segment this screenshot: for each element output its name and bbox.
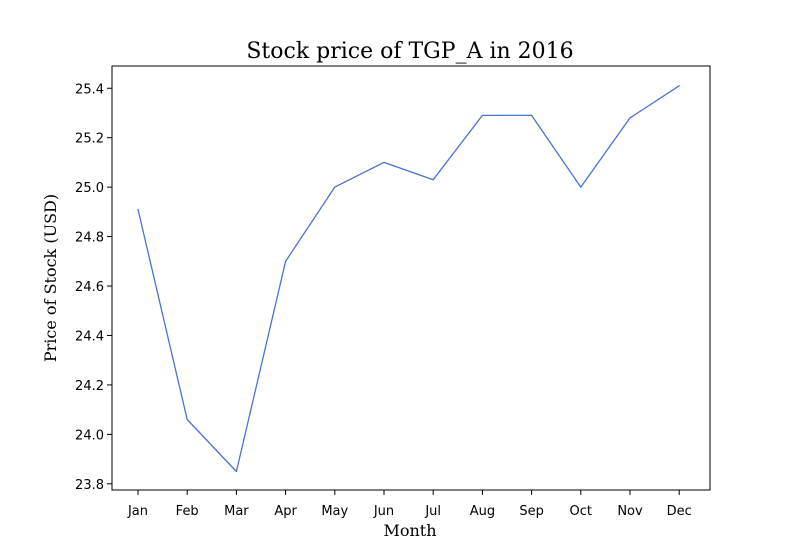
y-tick-label: 25.0 bbox=[75, 181, 104, 196]
y-tick-label: 24.8 bbox=[75, 231, 104, 246]
x-tick-label: May bbox=[321, 504, 348, 519]
data-point bbox=[678, 85, 680, 87]
x-tick-label: Jul bbox=[424, 504, 441, 519]
y-tick-label: 23.8 bbox=[75, 478, 104, 493]
data-point bbox=[481, 114, 483, 117]
x-tick-label: Jun bbox=[373, 504, 394, 519]
data-point bbox=[531, 114, 533, 117]
x-axis: Jan Feb Mar Apr May Jun Jul Aug Sep Oct Nov Dec bbox=[127, 490, 692, 519]
x-tick-label: Feb bbox=[176, 504, 199, 519]
y-tick-label: 25.2 bbox=[75, 132, 104, 147]
x-tick-label: Apr bbox=[274, 504, 297, 519]
data-point bbox=[334, 186, 336, 188]
data-point bbox=[432, 179, 434, 181]
plot-area bbox=[111, 65, 711, 491]
data-point bbox=[580, 186, 582, 188]
chart-title: Stock price of TGP_A in 2016 bbox=[246, 39, 573, 64]
x-tick-label: Jan bbox=[127, 504, 148, 519]
x-tick-label: Oct bbox=[570, 504, 592, 519]
data-point bbox=[629, 117, 631, 119]
data-point bbox=[383, 161, 385, 164]
x-tick-label: Sep bbox=[519, 504, 544, 519]
x-tick-label: Dec bbox=[667, 504, 692, 519]
y-tick-label: 24.4 bbox=[75, 329, 104, 344]
y-tick-label: 24.2 bbox=[75, 379, 104, 394]
series-line bbox=[137, 85, 680, 473]
x-tick-label: Mar bbox=[224, 504, 249, 519]
y-axis-label: Price of Stock (USD) bbox=[41, 194, 60, 362]
x-axis-label: Month bbox=[383, 521, 436, 540]
data-point bbox=[186, 418, 188, 421]
y-axis: 23.8 24.0 24.2 24.4 24.6 24.8 25.0 25.2 25.4 bbox=[75, 82, 112, 493]
y-tick-label: 24.6 bbox=[75, 280, 104, 295]
y-tick-label: 24.0 bbox=[75, 428, 104, 443]
x-tick-label: Nov bbox=[617, 504, 643, 519]
y-tick-label: 25.4 bbox=[75, 82, 104, 97]
data-point bbox=[235, 470, 237, 473]
x-tick-label: Aug bbox=[470, 504, 495, 519]
data-point bbox=[137, 208, 139, 210]
data-point bbox=[285, 260, 287, 262]
series-layer bbox=[137, 85, 680, 473]
